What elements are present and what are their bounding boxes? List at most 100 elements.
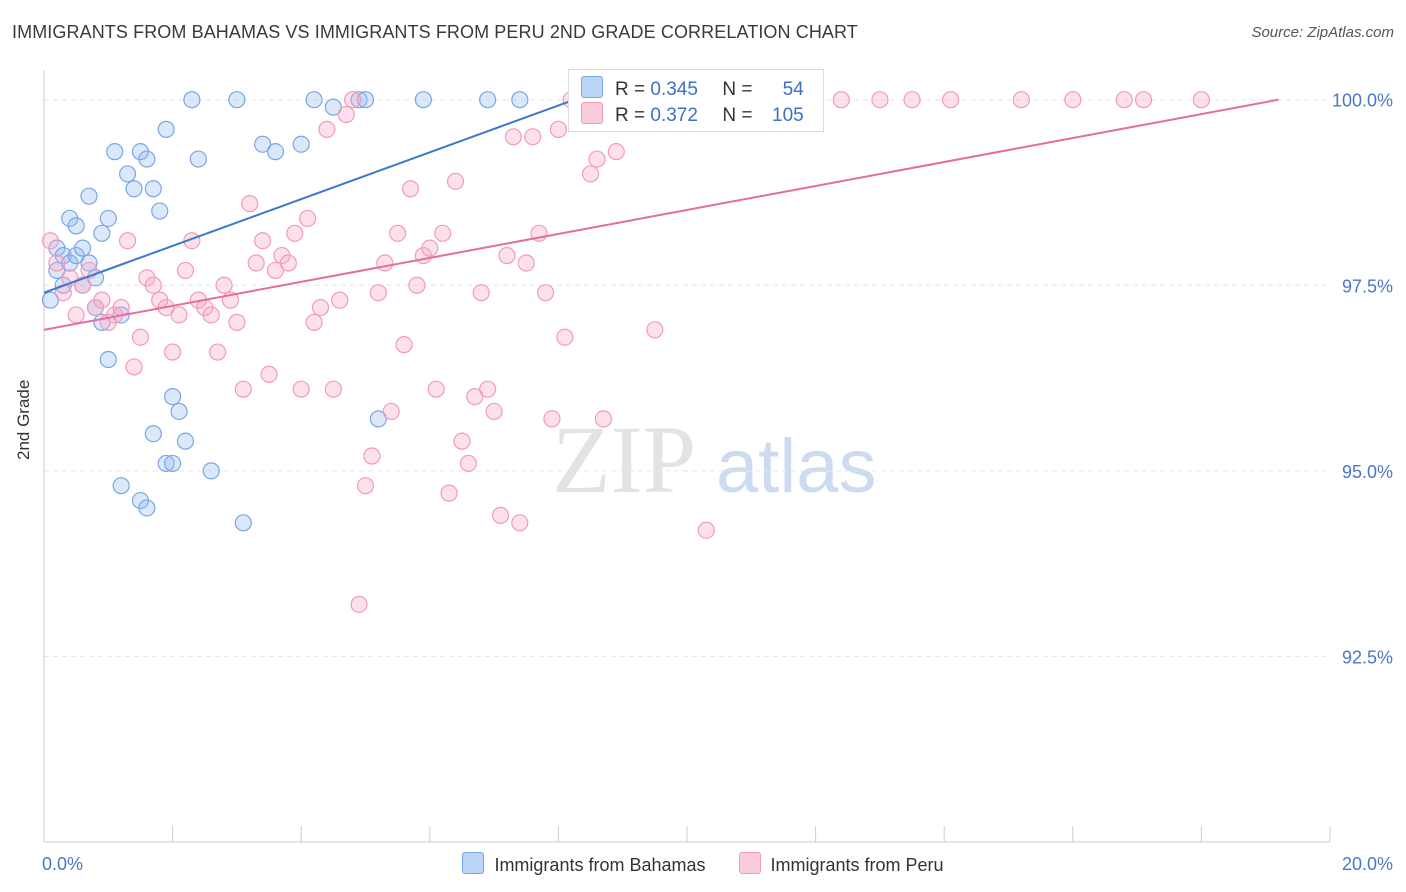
point-peru [401,180,420,198]
point-peru [350,595,368,614]
source-label: Source: ZipAtlas.com [1251,24,1394,41]
series-label-peru: Immigrants from Peru [770,855,944,875]
point-peru [202,306,220,324]
point-peru [697,521,715,539]
point-peru [427,380,445,398]
legend-swatch-peru [581,102,603,124]
point-bahamas [292,135,310,153]
point-bahamas [99,209,117,228]
point-peru [318,120,336,138]
point-peru [299,209,317,228]
point-peru [292,380,310,398]
x-tick-label: 20.0% [1342,854,1393,874]
point-peru [453,432,471,450]
point-peru [395,336,413,354]
point-peru [459,454,477,473]
point-peru [311,298,330,317]
legend-row-bahamas: R = 0.345 N = 54 [581,76,804,100]
point-peru [376,254,394,272]
point-bahamas [189,150,207,168]
point-bahamas [138,499,156,517]
point-peru [556,328,574,346]
point-bahamas [176,432,195,450]
point-peru [73,276,92,294]
point-bahamas [112,477,130,495]
point-bahamas [356,91,375,109]
x-tick-label: 0.0% [42,854,83,874]
legend-row-peru: R = 0.372 N = 105 [581,102,804,126]
point-peru [131,328,150,346]
point-peru [434,224,452,242]
point-peru [1064,91,1082,109]
point-peru [170,306,188,324]
trend-line-peru [43,98,1279,331]
point-peru [581,165,600,183]
point-peru [543,410,561,428]
point-peru [421,239,439,257]
point-peru [485,402,503,421]
y-tick-label: 92.5% [1342,647,1393,667]
watermark-zip: ZIP [552,406,696,513]
point-bahamas [106,143,124,161]
point-peru [549,120,568,138]
point-bahamas [93,224,111,242]
series-legend-item-bahamas: Immigrants from Bahamas [462,852,706,876]
point-peru [646,321,664,339]
point-bahamas [41,291,60,309]
watermark: ZIP atlas [552,406,877,513]
point-bahamas [183,91,201,109]
point-peru [472,284,490,302]
legend-n-label: N = [722,105,758,126]
point-peru [241,195,259,213]
point-peru [67,306,85,324]
point-peru [871,91,889,109]
point-peru [356,477,375,495]
y-tick-label: 100.0% [1332,91,1393,111]
point-peru [466,388,484,406]
point-peru [1012,91,1030,109]
point-peru [1192,91,1211,109]
point-bahamas [73,239,92,257]
point-peru [234,380,252,398]
point-peru [331,291,349,309]
point-peru [607,143,625,161]
point-peru [446,172,465,190]
point-bahamas [254,135,272,153]
point-peru [337,105,355,124]
point-peru [588,150,606,168]
point-peru [48,254,66,272]
tick-labels: 92.5% 95.0% 97.5% 100.0% 0.0% 20.0% [42,91,1393,874]
point-bahamas [164,388,182,406]
point-peru [215,276,233,294]
point-bahamas [170,402,188,421]
point-bahamas [479,91,497,109]
point-peru [279,254,297,272]
point-peru [344,91,362,109]
point-peru [286,224,304,242]
axes [43,70,1331,843]
point-peru [112,298,130,317]
legend-n-value-peru: 105 [772,105,804,126]
point-peru [118,232,137,250]
data-points [41,91,1211,614]
point-bahamas [202,462,220,480]
point-bahamas [157,120,175,138]
stats-legend: R = 0.345 N = 54 R = 0.372 N = 105 [568,69,824,132]
point-bahamas [350,91,368,109]
point-peru [832,91,850,109]
series-legend-item-peru: Immigrants from Peru [738,852,944,876]
point-bahamas [369,410,387,428]
watermark-atlas: atlas [716,424,877,509]
point-peru [498,246,516,265]
point-bahamas [164,454,182,473]
point-bahamas [138,150,156,168]
point-peru [305,313,323,331]
point-peru [479,380,497,398]
point-bahamas [118,165,137,183]
point-peru [176,261,195,280]
point-peru [363,447,381,465]
point-peru [1134,91,1153,109]
series-label-bahamas: Immigrants from Bahamas [494,855,706,875]
point-bahamas [228,91,246,109]
